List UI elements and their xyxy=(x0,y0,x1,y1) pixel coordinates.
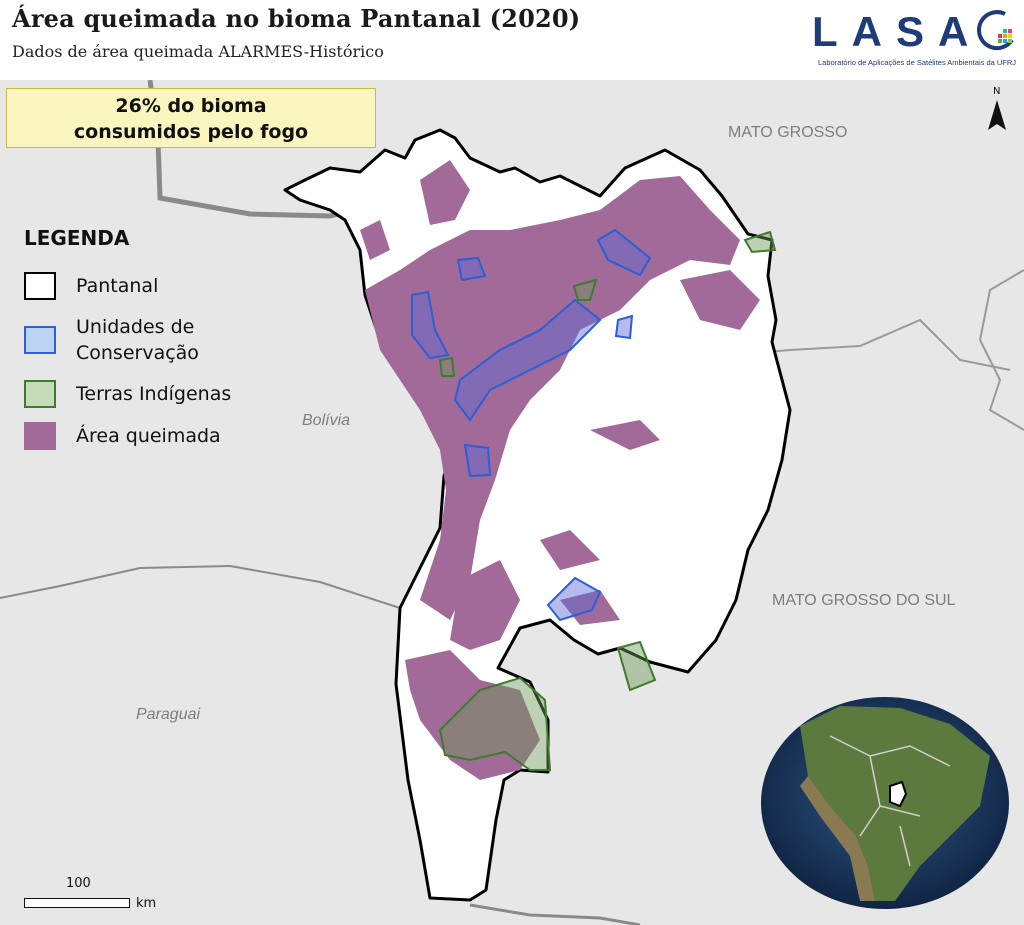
scale-unit: km xyxy=(136,896,157,911)
burned-area xyxy=(420,160,470,225)
boundary-line xyxy=(469,903,641,925)
burned-area xyxy=(590,420,660,450)
label-mato-grosso: MATO GROSSO xyxy=(728,124,848,141)
map-base xyxy=(0,80,1024,925)
legend-item-indigenous-lands: Terras Indígenas xyxy=(24,380,231,408)
map-legend: LEGENDA Pantanal Unidades de Conservação… xyxy=(24,226,231,464)
scale-value: 100 xyxy=(66,876,91,891)
pantanal-locator xyxy=(889,780,908,808)
legend-label-line: Unidades de xyxy=(76,316,195,338)
legend-title: LEGENDA xyxy=(24,226,130,250)
indigenous-land xyxy=(438,356,456,377)
boundary-line xyxy=(0,564,401,609)
conservation-unit xyxy=(463,443,492,478)
indigenous-land xyxy=(616,640,657,692)
north-arrow: N xyxy=(986,86,1008,134)
conservation-units-layer xyxy=(411,228,652,622)
country-borders xyxy=(829,735,951,867)
callout-line-2: consumidos pelo fogo xyxy=(73,121,309,143)
legend-swatch-burned-area xyxy=(24,422,56,450)
conservation-unit xyxy=(546,576,602,622)
legend-label: Terras Indígenas xyxy=(76,383,232,405)
indigenous-land xyxy=(572,278,598,301)
burned-area xyxy=(680,270,760,330)
indigenous-land xyxy=(438,676,552,771)
legend-swatch-pantanal xyxy=(24,272,56,300)
burned-area xyxy=(540,530,600,570)
legend-item-burned-area: Área queimada xyxy=(24,422,231,450)
legend-swatch-conservation-units xyxy=(24,326,56,354)
legend-swatch-indigenous-lands xyxy=(24,380,56,408)
map-frame: MATO GROSSO MATO GROSSO DO SUL Bolívia P… xyxy=(0,80,1024,925)
map-title: Área queimada no bioma Pantanal (2020) xyxy=(12,4,581,33)
burned-area xyxy=(450,560,520,650)
callout-line-1: 26% do bioma xyxy=(115,95,267,117)
scale-bar: 100 km xyxy=(22,876,162,916)
legend-label: Unidades de Conservação xyxy=(76,314,199,366)
scale-bar-graphic xyxy=(24,898,130,908)
burned-area xyxy=(365,176,740,620)
north-label: N xyxy=(993,86,1001,97)
andes-strip xyxy=(800,776,875,901)
conservation-unit xyxy=(453,298,602,422)
burned-area xyxy=(360,220,390,260)
legend-item-conservation-units: Unidades de Conservação xyxy=(24,314,231,366)
legend-label-line: Conservação xyxy=(76,342,199,364)
legend-label: Área queimada xyxy=(76,425,221,447)
locator-globe xyxy=(761,697,1009,909)
logo-tagline: Laboratório de Aplicações de Satélites A… xyxy=(818,58,1017,67)
burned-area-layer xyxy=(360,160,760,780)
label-paraguai: Paraguai xyxy=(136,706,201,723)
boundary-line xyxy=(978,269,1024,431)
conservation-unit xyxy=(411,290,450,360)
lasa-logo: LASA Laboratório de Aplicações de Satéli… xyxy=(812,6,1018,74)
map-subtitle: Dados de área queimada ALARMES-Histórico xyxy=(12,42,384,61)
conservation-unit xyxy=(456,256,487,282)
legend-label: Pantanal xyxy=(76,275,159,297)
logo-ring-icon xyxy=(977,10,1014,51)
burned-percentage-callout: 26% do bioma consumidos pelo fogo xyxy=(6,88,376,148)
conservation-unit xyxy=(596,228,652,277)
burned-area xyxy=(405,650,540,780)
indigenous-land xyxy=(743,230,777,254)
label-mato-grosso-do-sul: MATO GROSSO DO SUL xyxy=(772,592,956,609)
legend-item-pantanal: Pantanal xyxy=(24,272,231,300)
label-bolivia: Bolívia xyxy=(302,412,351,429)
north-arrow-icon xyxy=(988,100,1006,130)
indigenous-lands-layer xyxy=(438,230,777,771)
logo-wordmark: LASA xyxy=(812,8,983,55)
conservation-unit xyxy=(614,314,634,340)
